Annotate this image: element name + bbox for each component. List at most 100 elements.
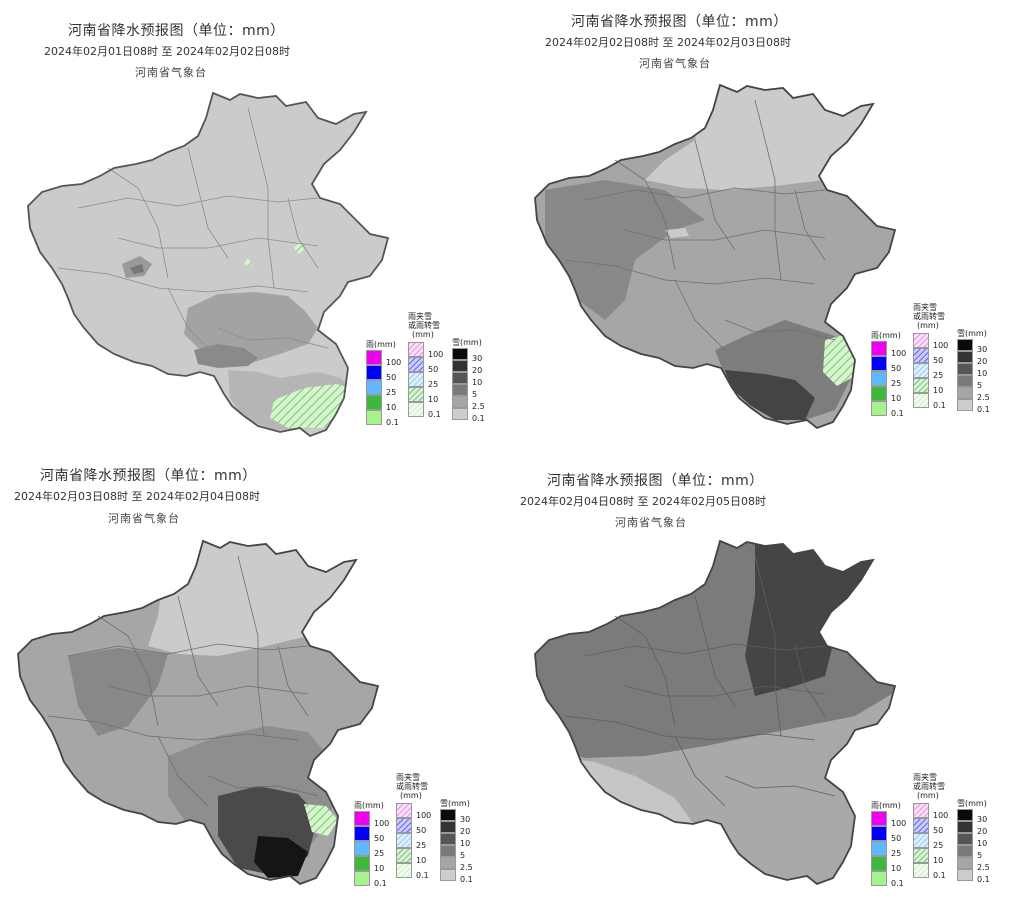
rain-level-label: 0.1: [374, 879, 387, 888]
snow-swatch: [957, 375, 973, 387]
snow-swatch: [440, 809, 456, 821]
rain-level-label: 0.1: [891, 879, 904, 888]
rain-level-label: 100: [891, 349, 907, 358]
rain-legend-header: 雨(mm): [354, 801, 384, 810]
precip-legend: 雨(mm) 雨夹雪 或雨转雪 (mm) 雪(mm) 100 50 25 10 0.1 100 50 25…: [354, 773, 494, 903]
rain-swatch: [871, 826, 887, 841]
rain-swatch: [871, 371, 887, 386]
mixed-legend-header-1: 雨夹雪: [396, 773, 420, 782]
snow-level-label: 20: [472, 366, 483, 375]
mixed-swatch: [913, 833, 929, 848]
rain-swatch: [366, 380, 382, 395]
snow-swatch: [452, 348, 468, 360]
rain-level-label: 25: [386, 388, 397, 397]
rain-swatch: [871, 356, 887, 371]
snow-legend-header: 雪(mm): [957, 799, 987, 808]
snow-swatch: [957, 363, 973, 375]
snow-level-label: 20: [460, 827, 471, 836]
snow-swatch: [957, 809, 973, 821]
mixed-legend-header-3: (mm): [917, 321, 939, 330]
snow-swatch: [957, 821, 973, 833]
rain-swatch: [366, 410, 382, 425]
panel-date-range: 2024年02月01日08时 至 2024年02月02日08时: [44, 45, 290, 58]
panel-date-range: 2024年02月02日08时 至 2024年02月03日08时: [545, 36, 791, 49]
snow-level-label: 5: [977, 381, 983, 390]
snow-swatch: [452, 372, 468, 384]
panel-issuer: 河南省气象台: [615, 516, 687, 529]
snow-swatch: [957, 845, 973, 857]
snow-level-label: 5: [977, 851, 983, 860]
rain-level-label: 0.1: [386, 418, 399, 427]
snow-level-label: 2.5: [472, 402, 485, 411]
mixed-legend-header-2: 或雨转雪: [408, 321, 440, 330]
mixed-level-label: 0.1: [416, 871, 429, 880]
mixed-swatch: [408, 402, 424, 417]
snow-level-label: 0.1: [472, 414, 485, 423]
snow-legend-header: 雪(mm): [452, 338, 482, 347]
rain-level-label: 100: [891, 819, 907, 828]
rain-level-label: 0.1: [891, 409, 904, 418]
mixed-level-label: 0.1: [428, 410, 441, 419]
mixed-legend-header-2: 或雨转雪: [913, 782, 945, 791]
snow-level-label: 20: [977, 357, 988, 366]
rain-level-label: 50: [891, 834, 902, 843]
mixed-level-label: 0.1: [933, 871, 946, 880]
snow-legend-header: 雪(mm): [957, 329, 987, 338]
henan-precip-map: [534, 540, 896, 885]
snow-swatch: [957, 399, 973, 411]
snow-level-label: 10: [472, 378, 483, 387]
rain-swatch: [366, 365, 382, 380]
rain-swatch: [871, 841, 887, 856]
snow-swatch: [957, 857, 973, 869]
mixed-level-label: 0.1: [933, 401, 946, 410]
mixed-swatch: [913, 803, 929, 818]
panel-issuer: 河南省气象台: [639, 57, 711, 70]
snow-level-label: 10: [977, 839, 988, 848]
mixed-swatch: [396, 833, 412, 848]
panel-issuer: 河南省气象台: [135, 66, 207, 79]
rain-level-label: 10: [374, 864, 385, 873]
mixed-swatch: [396, 848, 412, 863]
panel-date-range: 2024年02月04日08时 至 2024年02月05日08时: [520, 495, 766, 508]
mixed-swatch: [396, 818, 412, 833]
rain-swatch: [871, 856, 887, 871]
mixed-level-label: 25: [428, 380, 439, 389]
mixed-swatch: [408, 357, 424, 372]
rain-swatch: [366, 395, 382, 410]
forecast-panel-2: 河南省降水预报图（单位：mm） 2024年02月02日08时 至 2024年02…: [505, 0, 1009, 460]
mixed-level-label: 25: [933, 371, 944, 380]
mixed-level-label: 100: [416, 811, 432, 820]
snow-swatch: [957, 351, 973, 363]
rain-legend-header: 雨(mm): [871, 801, 901, 810]
mixed-swatch: [913, 333, 929, 348]
rain-swatch: [354, 826, 370, 841]
rain-swatch: [871, 811, 887, 826]
panel-title: 河南省降水预报图（单位：mm）: [40, 468, 257, 484]
rain-swatch: [366, 350, 382, 365]
rain-level-label: 10: [891, 394, 902, 403]
mixed-level-label: 50: [416, 826, 427, 835]
mixed-swatch: [913, 348, 929, 363]
snow-swatch: [957, 833, 973, 845]
snow-level-label: 10: [977, 369, 988, 378]
mixed-level-label: 100: [933, 341, 949, 350]
snow-swatch: [957, 387, 973, 399]
mixed-swatch: [396, 863, 412, 878]
rain-swatch: [354, 841, 370, 856]
forecast-panel-1: 河南省降水预报图（单位：mm） 2024年02月01日08时 至 2024年02…: [0, 0, 505, 460]
mixed-legend-header-2: 或雨转雪: [396, 782, 428, 791]
mixed-level-label: 50: [933, 356, 944, 365]
henan-precip-map: [534, 84, 896, 429]
snow-swatch: [440, 821, 456, 833]
rain-swatch: [871, 386, 887, 401]
snow-level-label: 0.1: [460, 875, 473, 884]
mixed-legend-header-1: 雨夹雪: [913, 773, 937, 782]
snow-swatch: [440, 845, 456, 857]
rain-swatch: [871, 401, 887, 416]
precip-legend: 雨(mm) 雨夹雪 或雨转雪 (mm) 雪(mm) 100 50 25 10 0.1 100 50 25…: [871, 303, 1009, 433]
forecast-panel-3: 河南省降水预报图（单位：mm） 2024年02月03日08时 至 2024年02…: [0, 460, 505, 921]
rain-swatch: [354, 856, 370, 871]
rain-level-label: 10: [386, 403, 397, 412]
rain-level-label: 50: [374, 834, 385, 843]
snow-level-label: 30: [977, 815, 988, 824]
